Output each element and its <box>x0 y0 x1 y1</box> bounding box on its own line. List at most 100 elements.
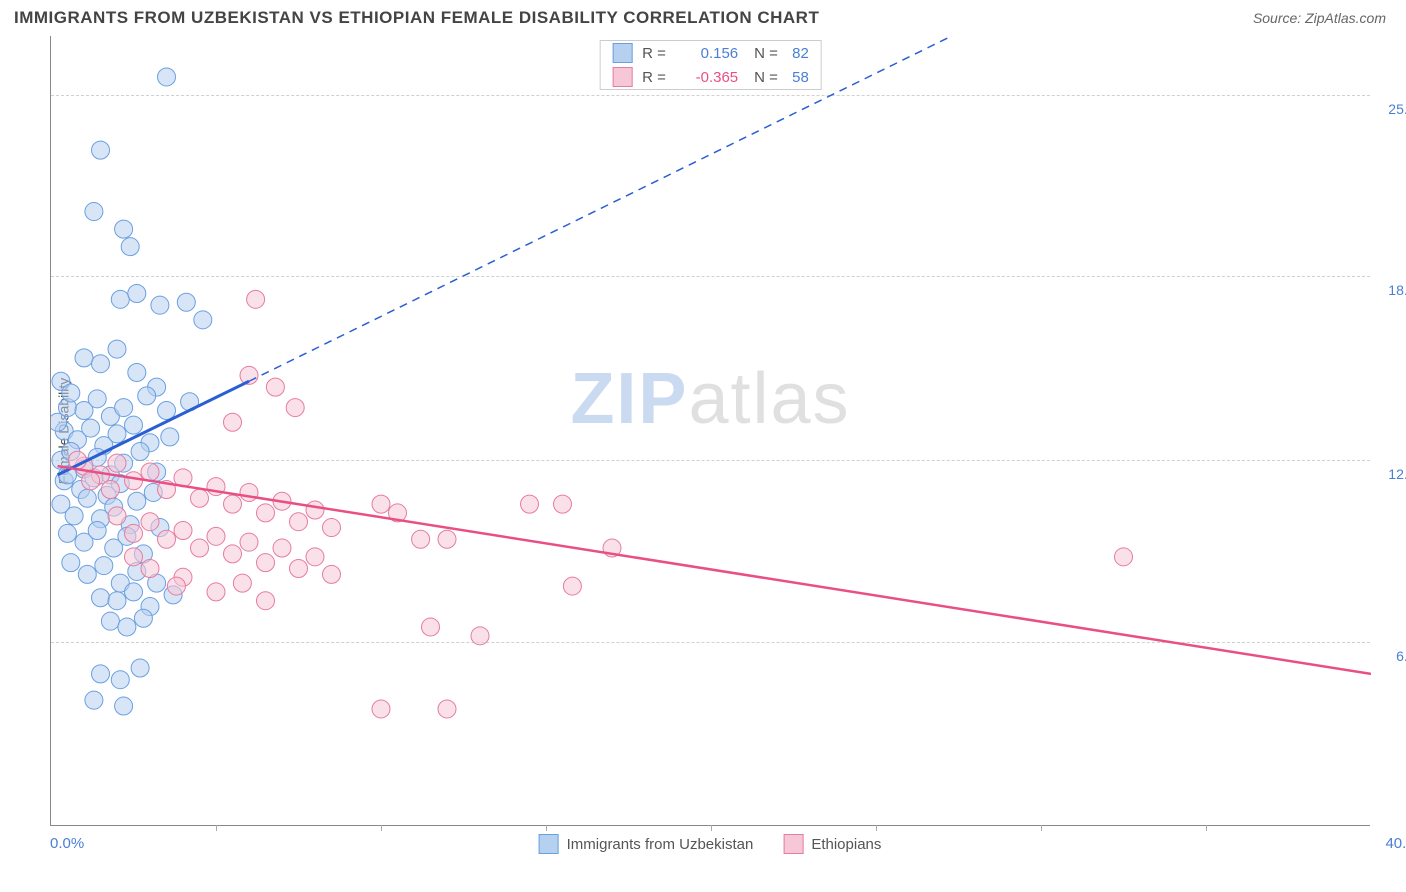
data-point <box>207 527 225 545</box>
data-point <box>51 413 67 431</box>
data-point <box>111 290 129 308</box>
legend-row: R =0.156N =82 <box>600 41 821 65</box>
data-point <box>151 296 169 314</box>
data-point <box>323 565 341 583</box>
data-point <box>62 384 80 402</box>
data-point <box>108 454 126 472</box>
data-point <box>158 530 176 548</box>
data-point <box>128 284 146 302</box>
data-point <box>158 402 176 420</box>
data-point <box>194 311 212 329</box>
data-point <box>108 507 126 525</box>
data-point <box>92 355 110 373</box>
data-point <box>88 521 106 539</box>
data-point <box>62 554 80 572</box>
data-point <box>422 618 440 636</box>
data-point <box>92 589 110 607</box>
data-point <box>257 592 275 610</box>
data-point <box>141 513 159 531</box>
data-point <box>286 399 304 417</box>
legend-item: Immigrants from Uzbekistan <box>539 834 754 854</box>
data-point <box>131 442 149 460</box>
data-point <box>290 560 308 578</box>
source-credit: Source: ZipAtlas.com <box>1253 10 1386 26</box>
data-point <box>521 495 539 513</box>
data-point <box>438 700 456 718</box>
data-point <box>101 481 119 499</box>
data-point <box>59 524 77 542</box>
data-point <box>306 548 324 566</box>
legend-row: R =-0.365N =58 <box>600 65 821 89</box>
data-point <box>412 530 430 548</box>
y-tick-label: 12.5% <box>1378 466 1406 482</box>
data-point <box>233 574 251 592</box>
data-point <box>167 577 185 595</box>
data-point <box>177 293 195 311</box>
legend-swatch <box>539 834 559 854</box>
series-legend: Immigrants from Uzbekistan Ethiopians <box>539 834 882 854</box>
data-point <box>125 472 143 490</box>
legend-swatch <box>612 67 632 87</box>
data-point <box>118 618 136 636</box>
data-point <box>247 290 265 308</box>
data-point <box>128 492 146 510</box>
trend-line <box>58 466 1371 674</box>
data-point <box>131 659 149 677</box>
data-point <box>75 349 93 367</box>
data-point <box>108 592 126 610</box>
data-point <box>115 399 133 417</box>
data-point <box>224 545 242 563</box>
data-point <box>266 378 284 396</box>
data-point <box>224 495 242 513</box>
data-point <box>224 413 242 431</box>
y-tick-label: 6.3% <box>1378 648 1406 664</box>
data-point <box>125 416 143 434</box>
data-point <box>65 507 83 525</box>
data-point <box>257 504 275 522</box>
x-axis-max-label: 40.0% <box>1378 835 1406 852</box>
data-point <box>125 548 143 566</box>
data-point <box>121 238 139 256</box>
data-point <box>191 539 209 557</box>
data-point <box>323 519 341 537</box>
data-point <box>108 340 126 358</box>
data-point <box>372 700 390 718</box>
x-axis-min-label: 0.0% <box>50 835 84 852</box>
data-point <box>141 463 159 481</box>
data-point <box>128 363 146 381</box>
data-point <box>88 390 106 408</box>
data-point <box>191 489 209 507</box>
data-point <box>92 141 110 159</box>
data-point <box>85 691 103 709</box>
data-point <box>134 609 152 627</box>
legend-item: Ethiopians <box>783 834 881 854</box>
correlation-legend: R =0.156N =82R =-0.365N =58 <box>599 40 822 90</box>
data-point <box>161 428 179 446</box>
data-point <box>78 565 96 583</box>
data-point <box>240 483 258 501</box>
data-point <box>115 220 133 238</box>
data-point <box>438 530 456 548</box>
data-point <box>372 495 390 513</box>
chart-area: Female Disability ZIPatlas R =0.156N =82… <box>50 36 1370 826</box>
data-point <box>471 627 489 645</box>
data-point <box>115 697 133 715</box>
data-point <box>207 583 225 601</box>
plot-region: ZIPatlas R =0.156N =82R =-0.365N =58 6.3… <box>50 36 1370 826</box>
chart-title: IMMIGRANTS FROM UZBEKISTAN VS ETHIOPIAN … <box>14 8 819 28</box>
data-point <box>306 501 324 519</box>
data-point <box>257 554 275 572</box>
y-tick-label: 18.8% <box>1378 282 1406 298</box>
data-point <box>111 671 129 689</box>
data-point <box>554 495 572 513</box>
data-point <box>273 539 291 557</box>
data-point <box>290 513 308 531</box>
scatter-svg <box>51 36 1371 826</box>
data-point <box>158 68 176 86</box>
legend-swatch <box>783 834 803 854</box>
data-point <box>101 612 119 630</box>
legend-swatch <box>612 43 632 63</box>
data-point <box>108 425 126 443</box>
data-point <box>125 583 143 601</box>
data-point <box>82 472 100 490</box>
